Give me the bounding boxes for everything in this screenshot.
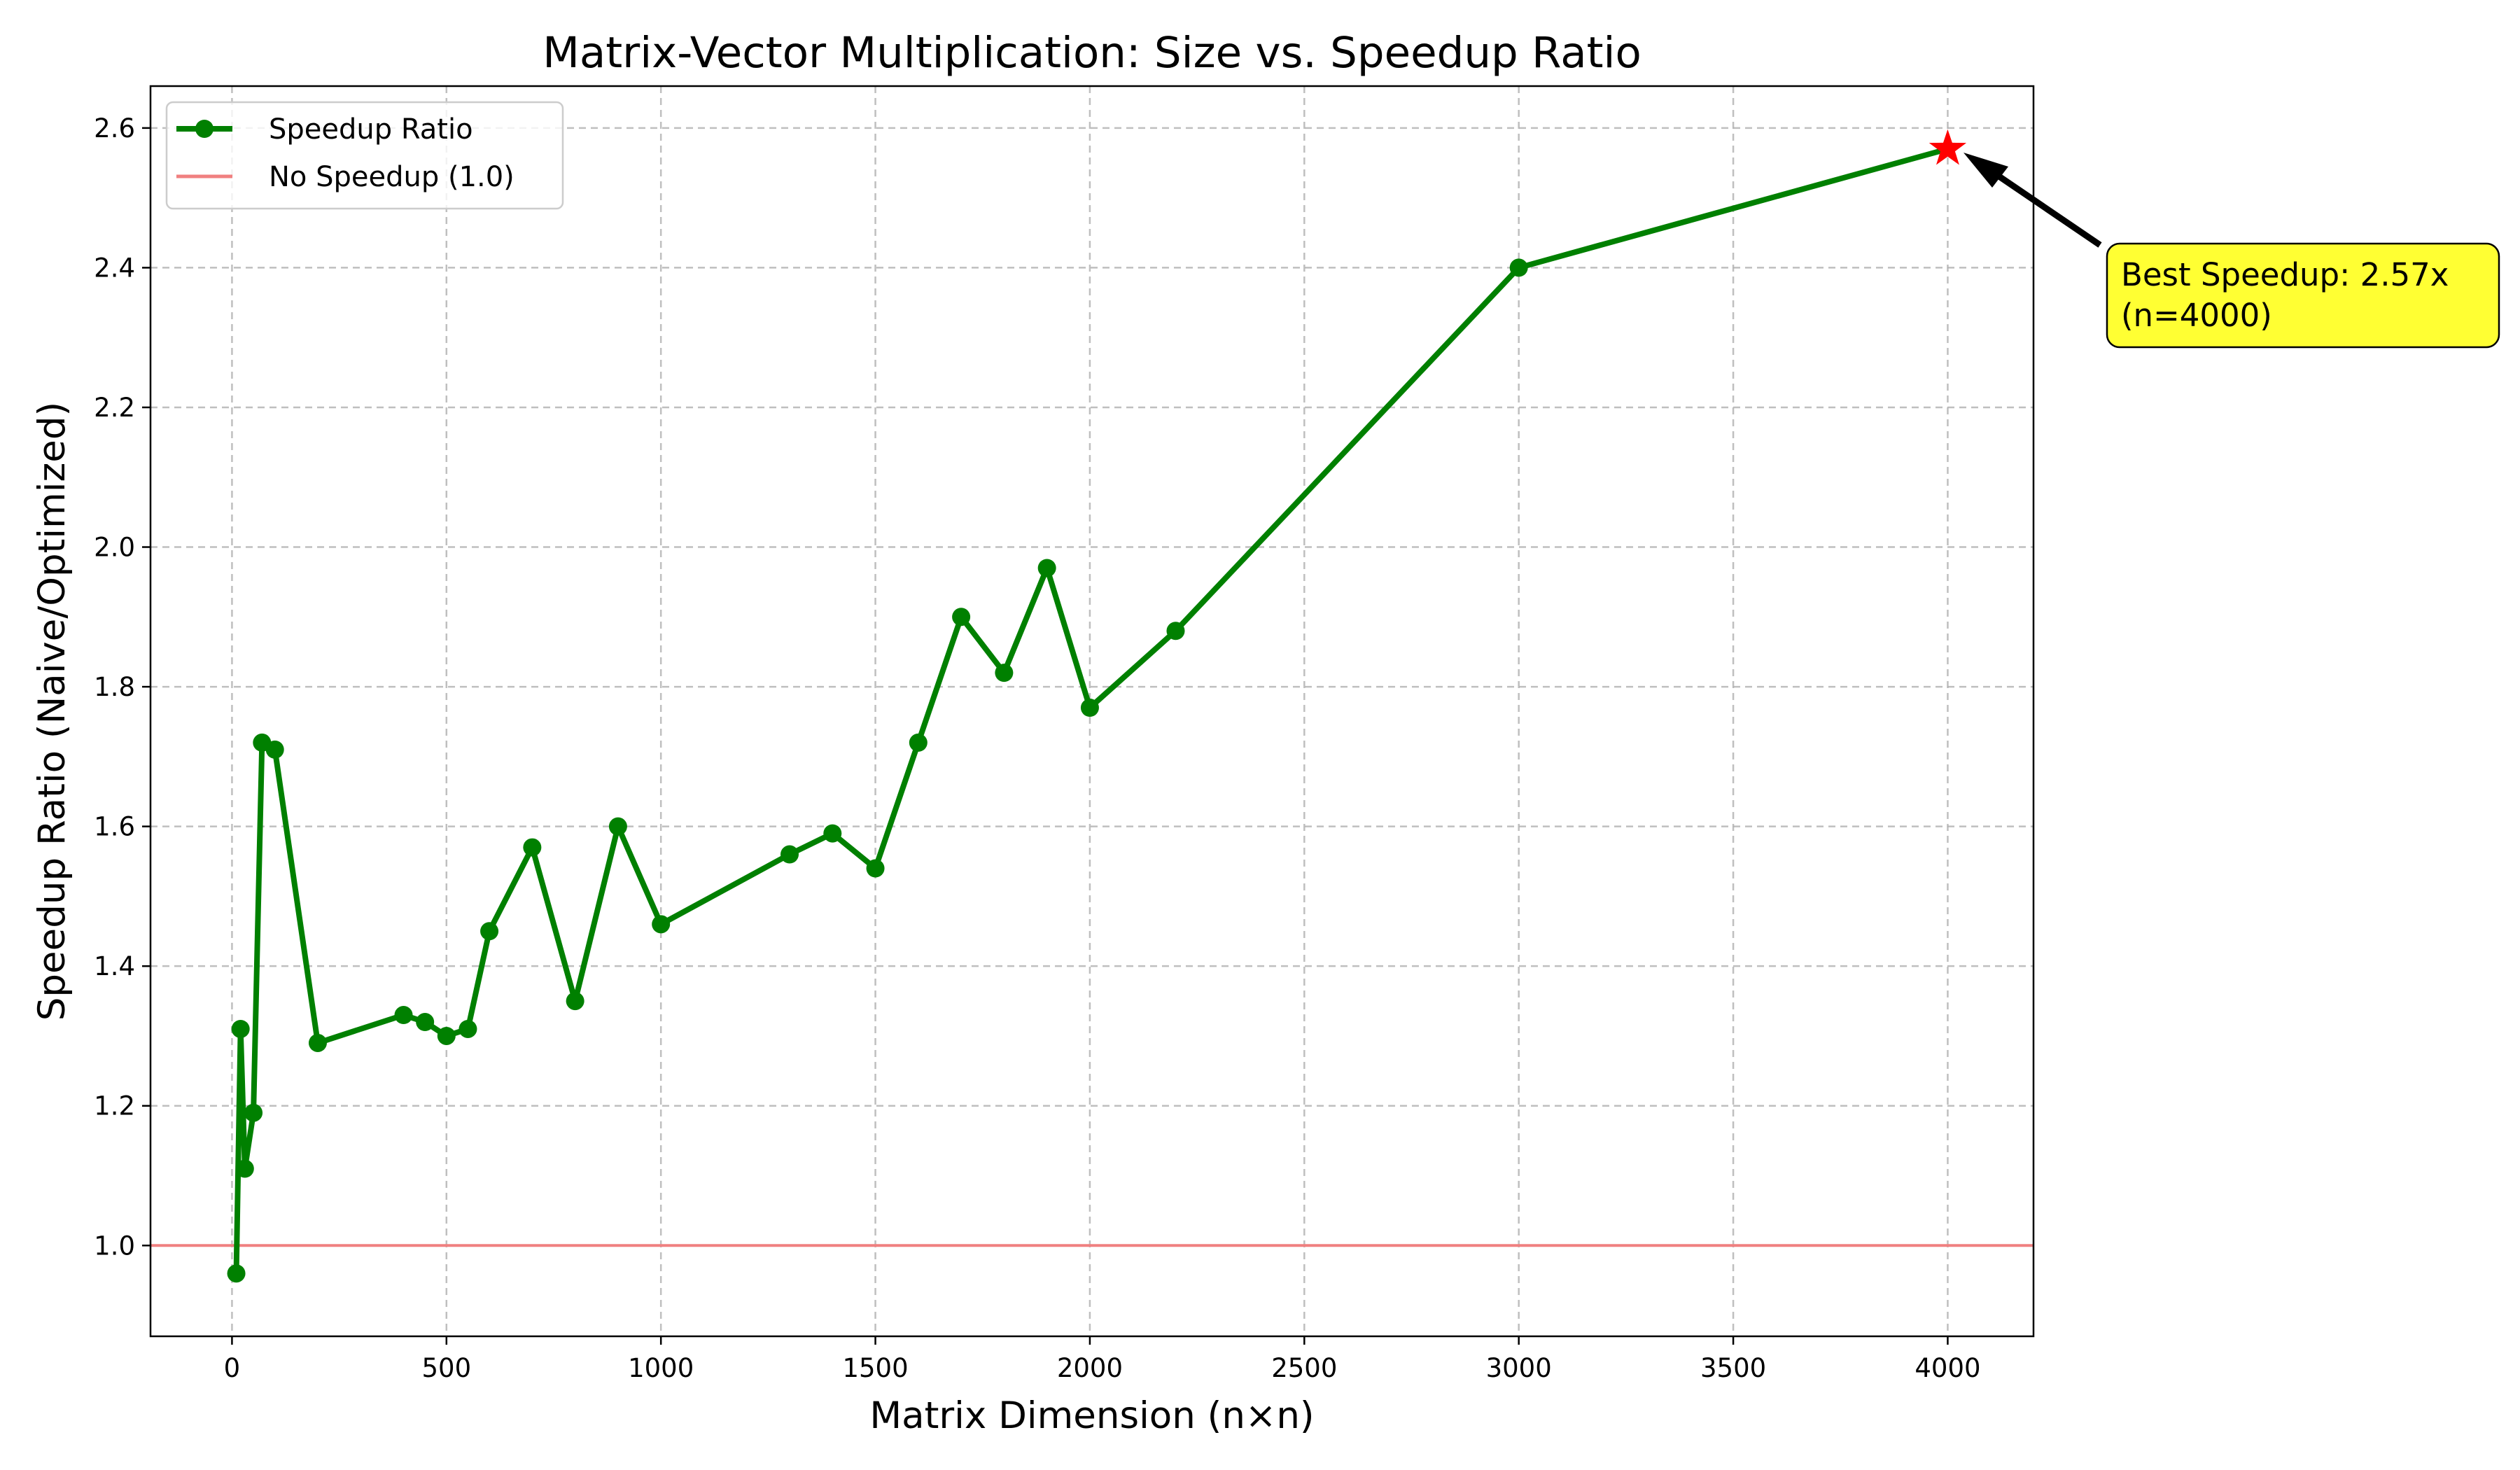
data-point <box>1037 559 1056 578</box>
y-axis-label: Speedup Ratio (Naive/Optimized) <box>31 402 74 1021</box>
y-tick-label: 2.0 <box>94 533 135 563</box>
legend: Speedup Ratio No Speedup (1.0) <box>165 101 564 210</box>
legend-marker-speedup-ratio <box>195 120 214 138</box>
data-point <box>480 922 499 941</box>
data-point <box>652 915 671 934</box>
data-point <box>566 992 584 1011</box>
plot-frame <box>149 85 2035 1338</box>
data-point <box>1509 258 1528 277</box>
y-tick-label: 2.4 <box>94 253 135 283</box>
x-tick-label: 500 <box>421 1353 471 1383</box>
y-axis-ticks: 1.0 1.2 1.4 1.6 1.8 2.0 2.2 2.4 2.6 <box>94 113 150 1261</box>
annotation-line-2: (n=4000) <box>2121 297 2272 334</box>
data-point <box>437 1026 456 1045</box>
x-tick-label: 4000 <box>1914 1353 1980 1383</box>
y-tick-label: 1.2 <box>94 1091 135 1121</box>
legend-label-no-speedup: No Speedup (1.0) <box>269 161 514 193</box>
data-point <box>952 608 971 626</box>
annotation-line-1: Best Speedup: 2.57x <box>2121 256 2449 293</box>
annotation-arrow-shaft <box>1993 171 2102 248</box>
annotation-box <box>2106 242 2500 349</box>
data-point <box>866 859 885 878</box>
data-point <box>235 1159 254 1178</box>
x-tick-label: 0 <box>224 1353 241 1383</box>
data-point <box>227 1264 246 1283</box>
x-tick-label: 2000 <box>1057 1353 1123 1383</box>
chart-title: Matrix-Vector Multiplication: Size vs. S… <box>542 28 1642 78</box>
y-tick-label: 1.6 <box>94 812 135 842</box>
x-tick-label: 1500 <box>842 1353 908 1383</box>
data-point <box>394 1006 413 1025</box>
x-axis-ticks: 0 500 1000 1500 2000 2500 3000 3500 4000 <box>224 1336 1981 1383</box>
y-tick-label: 1.8 <box>94 672 135 702</box>
grid <box>150 86 2033 1336</box>
data-point <box>995 664 1014 682</box>
data-point <box>780 845 799 864</box>
data-point <box>416 1013 435 1032</box>
data-point <box>1166 622 1185 640</box>
data-point <box>458 1019 477 1038</box>
x-tick-label: 3500 <box>1700 1353 1766 1383</box>
data-point <box>909 733 927 752</box>
data-point <box>308 1033 327 1052</box>
best-speedup-star <box>1928 129 1967 165</box>
x-axis-label: Matrix Dimension (n×n) <box>869 1394 1314 1437</box>
legend-box <box>165 101 564 210</box>
annotation-arrow-head <box>1963 153 2008 188</box>
y-tick-label: 2.2 <box>94 393 135 423</box>
x-tick-label: 1000 <box>628 1353 694 1383</box>
x-tick-label: 2500 <box>1271 1353 1337 1383</box>
data-point <box>244 1103 263 1122</box>
data-point <box>265 740 284 759</box>
data-point <box>608 817 627 836</box>
best-speedup-annotation: Best Speedup: 2.57x (n=4000) <box>1963 153 2500 349</box>
legend-label-speedup-ratio: Speedup Ratio <box>269 113 473 146</box>
series-layer <box>227 146 1949 1283</box>
data-point <box>523 838 542 857</box>
data-point <box>231 1019 250 1038</box>
y-tick-label: 2.6 <box>94 113 135 144</box>
x-tick-label: 3000 <box>1486 1353 1552 1383</box>
data-point <box>1080 699 1099 718</box>
y-tick-label: 1.4 <box>94 951 135 981</box>
data-point <box>823 824 842 843</box>
y-tick-label: 1.0 <box>94 1231 135 1261</box>
highlight-layer <box>1928 129 1967 165</box>
